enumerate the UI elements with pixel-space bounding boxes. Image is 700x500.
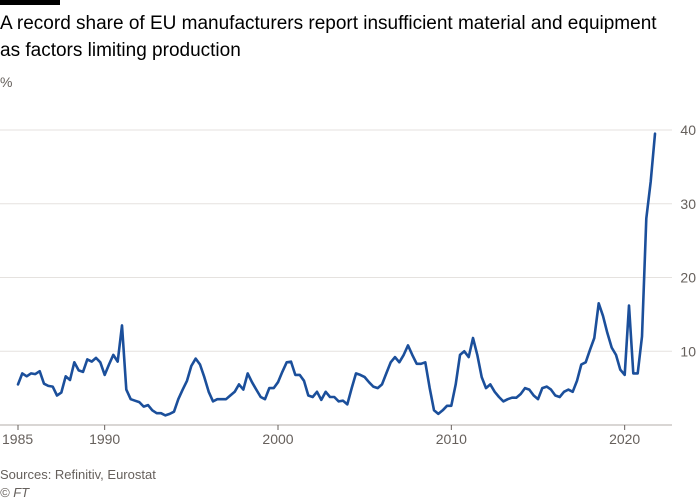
x-tick-label-2010: 2010 xyxy=(436,431,467,447)
x-tick-label-1990: 1990 xyxy=(89,431,120,447)
y-tick-label-40: 40 xyxy=(680,122,696,138)
brand-bar xyxy=(0,0,60,5)
x-tick-label-2020: 2020 xyxy=(609,431,640,447)
gridlines xyxy=(0,129,672,352)
y-unit-label: % xyxy=(0,74,13,90)
y-axis: 10 20 30 40 xyxy=(680,122,696,359)
series-line-0 xyxy=(16,132,657,417)
x-tick-label-1985: 1985 xyxy=(2,431,33,447)
x-tick-label-2000: 2000 xyxy=(262,431,293,447)
source-note: Sources: Refinitiv, Eurostat xyxy=(0,467,156,482)
y-tick-label-10: 10 xyxy=(680,343,696,359)
series-group xyxy=(16,132,657,417)
chart-title: A record share of EU manufacturers repor… xyxy=(0,13,657,61)
credit-note: © FT xyxy=(0,485,30,500)
y-tick-label-30: 30 xyxy=(680,196,696,212)
x-axis: 1985 1990 2000 2010 2020 xyxy=(0,424,672,447)
y-tick-label-20: 20 xyxy=(680,270,696,286)
